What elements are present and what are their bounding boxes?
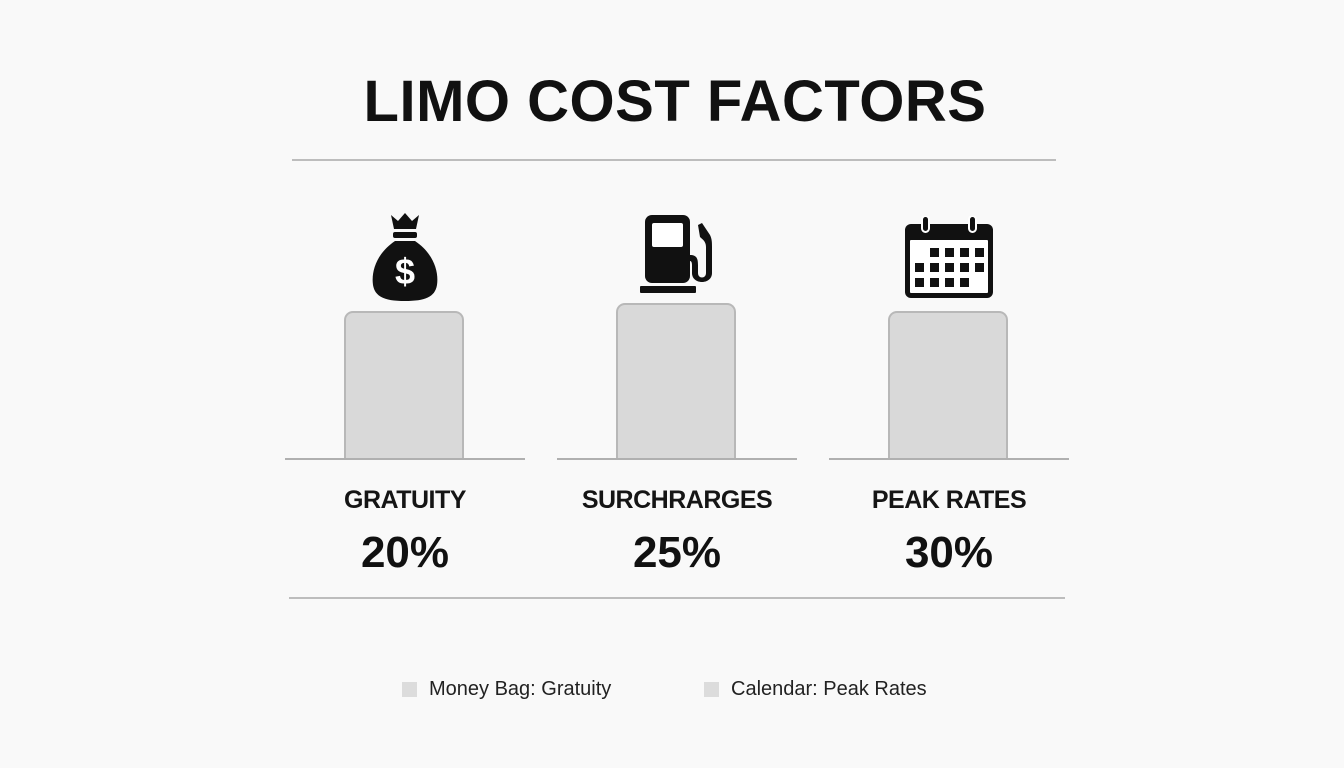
money-bag-icon: $ bbox=[285, 211, 525, 303]
legend-swatch bbox=[704, 682, 719, 697]
factor-value: 20% bbox=[360, 528, 450, 577]
legend-item-calendar: Calendar: Peak Rates bbox=[704, 678, 927, 701]
svg-text:$: $ bbox=[395, 251, 415, 292]
legend-label: Money Bag: Gratuity bbox=[429, 678, 612, 700]
bottom-divider bbox=[289, 597, 1065, 599]
factor-value: 25% bbox=[632, 528, 722, 577]
calendar-icon bbox=[829, 216, 1069, 300]
bar-gratuity bbox=[344, 311, 464, 459]
bar-surcharges bbox=[616, 303, 736, 459]
factor-surcharges: SURCHRARGES 25% bbox=[557, 0, 797, 768]
chart-title: LIMO COST FACTORS bbox=[363, 69, 987, 134]
factor-label: PEAK RATES bbox=[871, 486, 1027, 514]
title-divider bbox=[292, 159, 1056, 161]
factor-label: SURCHRARGES bbox=[581, 486, 773, 514]
legend-label: Calendar: Peak Rates bbox=[731, 678, 927, 700]
legend-swatch bbox=[402, 682, 417, 697]
factor-value: 30% bbox=[904, 528, 994, 577]
factor-gratuity: $ GRATUITY 20% bbox=[285, 0, 525, 768]
bar-peak-rates bbox=[888, 311, 1008, 459]
baseline bbox=[285, 458, 525, 460]
factor-label: GRATUITY bbox=[344, 486, 466, 514]
fuel-pump-icon bbox=[557, 213, 797, 295]
baseline bbox=[829, 458, 1069, 460]
baseline bbox=[557, 458, 797, 460]
factor-peak-rates: PEAK RATES 30% bbox=[829, 0, 1069, 768]
legend: Money Bag: Gratuity Calendar: Peak Rates bbox=[0, 678, 1344, 702]
legend-item-money-bag: Money Bag: Gratuity bbox=[402, 678, 611, 701]
